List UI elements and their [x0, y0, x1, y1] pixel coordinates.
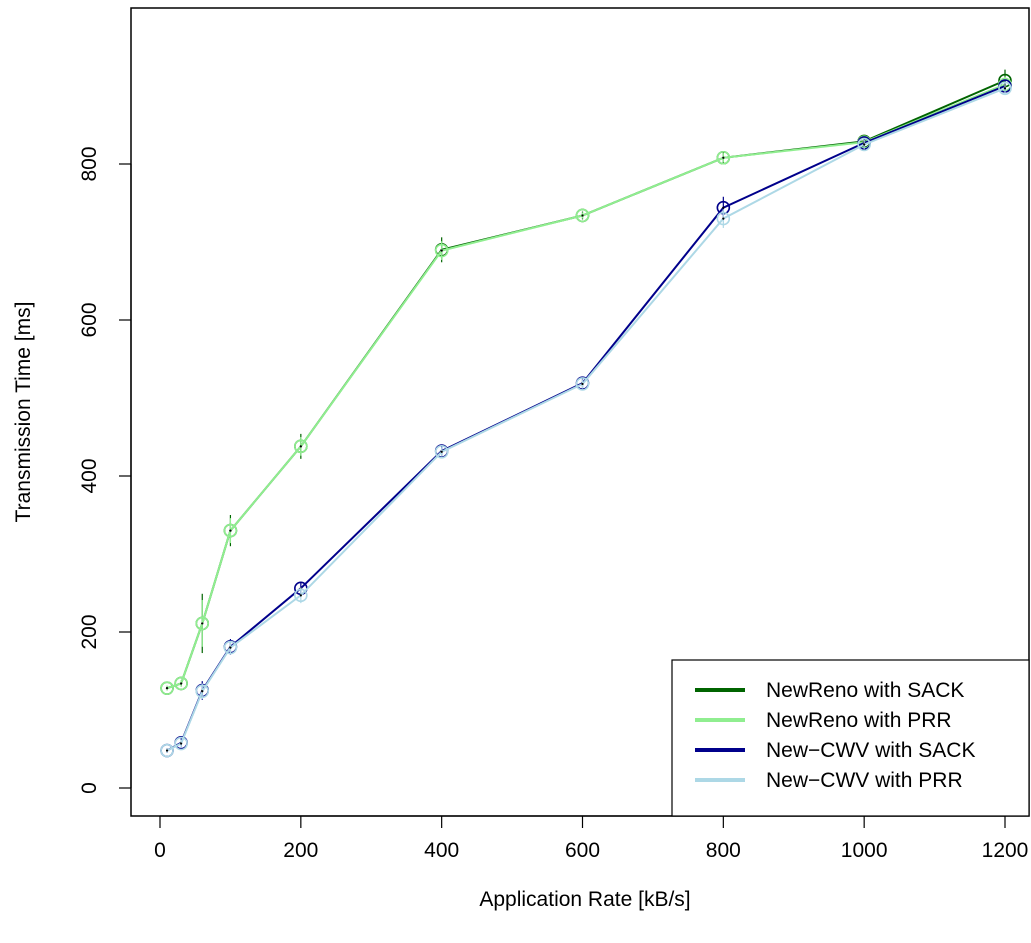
- x-axis: 0 200 400 600 800 1000 1200: [154, 815, 1029, 862]
- series-line: [166, 83, 1006, 690]
- data-point: [716, 150, 731, 165]
- x-tick-label: 1000: [841, 839, 888, 862]
- data-point: [294, 439, 308, 454]
- legend: NewReno with SACK NewReno with PRR New−CWV…: [671, 659, 1030, 817]
- data-point: [434, 243, 449, 258]
- x-tick-label: 800: [706, 839, 741, 862]
- legend-label: New−CWV with PRR: [766, 769, 963, 792]
- data-point: [294, 588, 308, 603]
- data-point: [195, 684, 210, 699]
- data-point: [223, 523, 238, 538]
- data-point-center: [581, 382, 584, 386]
- data-point-center: [180, 742, 183, 745]
- y-tick-label: 200: [78, 614, 101, 649]
- series-line: [166, 79, 1006, 690]
- data-point-center: [201, 622, 204, 625]
- series-4: [160, 81, 1012, 758]
- y-axis: 0 200 400 600 800: [78, 146, 132, 794]
- data-point: [857, 137, 871, 152]
- data-point-center: [440, 249, 443, 252]
- data-point-center: [722, 217, 725, 220]
- y-tick-label: 600: [78, 302, 101, 337]
- y-tick-label: 400: [78, 458, 101, 493]
- data-point-center: [201, 690, 204, 693]
- x-tick-label: 0: [154, 839, 166, 862]
- data-point: [434, 445, 449, 459]
- data-point-center: [722, 156, 725, 159]
- data-point-center: [229, 646, 232, 649]
- x-tick-label: 1200: [982, 839, 1029, 862]
- data-point: [575, 377, 590, 391]
- data-point: [998, 81, 1012, 96]
- data-point: [160, 743, 174, 758]
- data-point-center: [299, 594, 302, 597]
- legend-label: NewReno with SACK: [766, 679, 964, 702]
- series-line: [166, 85, 1006, 752]
- x-tick-label: 200: [283, 839, 318, 862]
- data-point-center: [722, 206, 725, 209]
- y-tick-label: 0: [78, 782, 101, 794]
- x-axis-label: Application Rate [kB/s]: [479, 888, 690, 911]
- data-point: [174, 676, 188, 691]
- data-point: [223, 640, 238, 655]
- legend-label: New−CWV with SACK: [766, 739, 975, 762]
- data-point-center: [165, 749, 169, 752]
- data-point: [174, 736, 188, 751]
- data-point-center: [180, 682, 183, 685]
- x-tick-label: 600: [565, 839, 600, 862]
- x-tick-label: 400: [424, 839, 459, 862]
- data-point: [160, 681, 174, 695]
- data-point-center: [165, 687, 169, 690]
- data-point-center: [229, 529, 232, 532]
- data-point-center: [440, 450, 443, 453]
- legend-box: [671, 659, 1030, 817]
- data-point: [716, 211, 731, 226]
- legend-label: NewReno with PRR: [766, 709, 952, 732]
- data-point-center: [299, 445, 302, 448]
- series-1: [160, 69, 1012, 695]
- series-layer: [160, 69, 1012, 758]
- data-point-center: [581, 214, 584, 217]
- y-tick-label: 800: [78, 146, 101, 181]
- series-line: [166, 87, 1006, 752]
- data-point-center: [1003, 87, 1007, 90]
- data-point: [195, 616, 210, 631]
- data-point-center: [863, 143, 866, 146]
- series-3: [160, 79, 1012, 758]
- series-2: [160, 76, 1012, 695]
- y-axis-label: Transmission Time [ms]: [12, 302, 35, 523]
- data-point: [575, 208, 590, 223]
